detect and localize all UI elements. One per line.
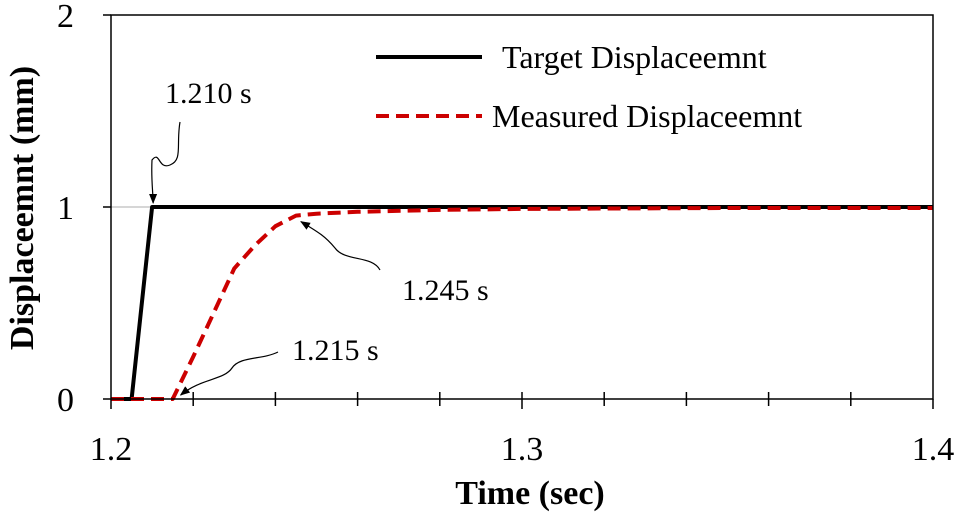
annotation-1245-arrow: [300, 221, 381, 271]
legend: Target Displaceemnt Measured Displaceemn…: [376, 39, 802, 134]
series-line-measured: [111, 206, 933, 401]
legend-label-measured: Measured Displaceemnt: [492, 98, 802, 134]
x-axis-title: Time (sec): [455, 475, 604, 512]
y-tick-label: 0: [57, 382, 74, 419]
y-axis-title: Displaceemnt (mm): [4, 66, 41, 350]
annotation-1210-arrow: [149, 121, 181, 204]
annotation-1215-label: 1.215 s: [292, 334, 379, 367]
series-line-target: [111, 205, 933, 401]
annotation-1245-label: 1.245 s: [402, 274, 489, 307]
x-tick-label: 1.4: [912, 431, 955, 468]
annotation-1215-arrow: [179, 351, 279, 396]
legend-label-target: Target Displaceemnt: [502, 39, 767, 75]
y-tick-label: 2: [57, 0, 74, 35]
y-tick-label: 1: [57, 190, 74, 227]
x-tick-label: 1.2: [90, 431, 133, 468]
x-tick-label: 1.3: [501, 431, 544, 468]
annotation-1210-label: 1.210 s: [165, 77, 252, 110]
